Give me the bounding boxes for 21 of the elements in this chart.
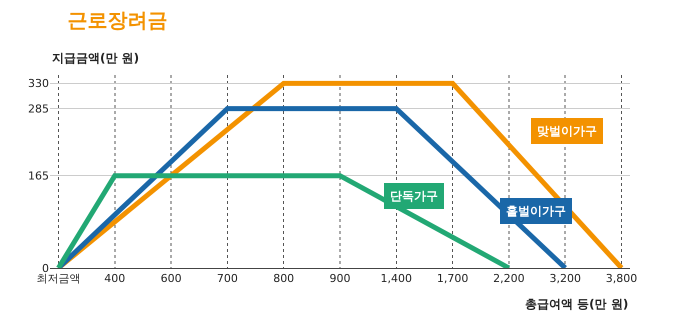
x-tick-label: 600 [160,272,182,286]
x-tick-label: 최저금액 [36,272,80,286]
y-axis-title: 지급금액(만 원) [52,51,140,65]
x-tick-label: 700 [216,272,238,286]
chart-title: 근로장려금 [68,8,168,32]
y-tick-label: 165 [28,170,49,183]
series-label: 홑벌이가구 [506,204,566,218]
x-axis-title: 총급여액 등(만 원) [525,297,628,311]
x-tick-label: 3,200 [549,272,581,286]
x-tick-label: 2,200 [493,272,525,286]
text: 맞벌이가구 [537,124,597,138]
x-tick-label: 3,800 [606,272,638,286]
x-tick-label: 800 [273,272,294,286]
y-tick-label: 0 [42,262,49,275]
y-tick-label: 330 [28,77,49,90]
series-label: 단독가구 [390,189,438,203]
y-tick-label: 285 [28,102,49,116]
x-tick-label: 1,700 [436,272,468,286]
x-tick-label: 1,400 [380,272,412,286]
x-tick-label: 400 [104,272,126,286]
x-tick-label: 900 [330,272,350,286]
